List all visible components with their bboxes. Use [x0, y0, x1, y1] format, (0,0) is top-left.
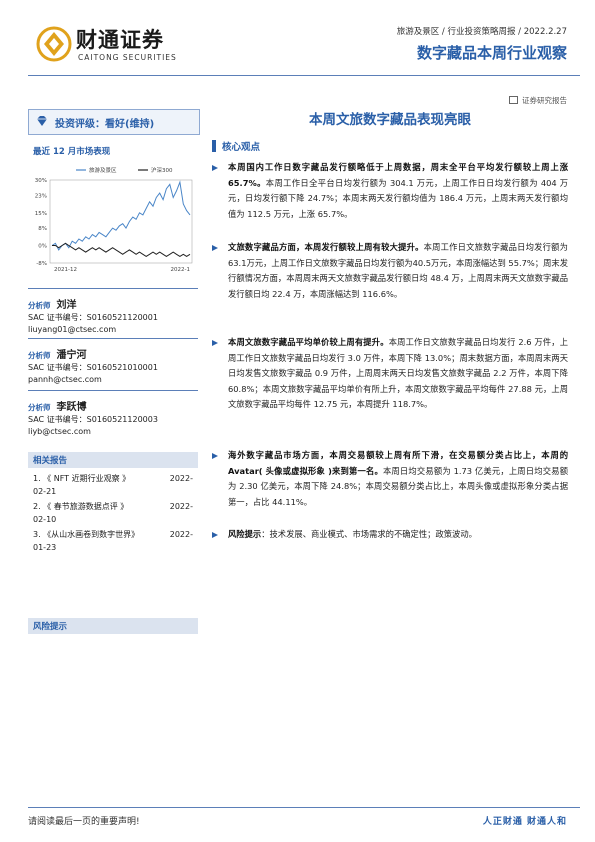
- bullet-icon: [212, 165, 218, 171]
- related-report-item[interactable]: 2. 《 春节旅游数据点评 》 2022- 02-10: [33, 502, 193, 524]
- company-logo: 财通证券 CAITONG SECURITIES: [36, 22, 186, 72]
- footer-disclaimer: 请阅读最后一页的重要声明!: [28, 817, 140, 827]
- bullet-icon: [212, 453, 218, 459]
- legend-label: 旅游及景区: [89, 166, 117, 174]
- rating-text: 投资评级：看好(维持): [55, 119, 155, 130]
- analyst-label: 分析师: [28, 403, 51, 412]
- section-marker: [212, 140, 216, 152]
- y-tick-label: 0%: [38, 244, 47, 250]
- investment-rating-box: 投资评级：看好(维持): [28, 109, 200, 135]
- chart-legend: 旅游及景区 沪深300: [76, 166, 173, 174]
- series-line-1: [52, 242, 191, 257]
- analyst-name: 潘宁河: [56, 350, 87, 361]
- viewpoint-paragraph: 海外数字藏品市场方面，本周交易额较上周有所下滑，在交易额分类占比上，本周的 Av…: [212, 448, 568, 510]
- y-tick-label: 30%: [35, 178, 47, 184]
- analyst-cert: SAC 证书编号：S0160521120001: [28, 313, 158, 322]
- viewpoint-paragraph: 本周文旅数字藏品平均单价较上周有提升。本周工作日文旅数字藏品日均发行 2.6 万…: [212, 335, 568, 413]
- chart-frame: [49, 179, 193, 264]
- header-divider: [28, 75, 580, 76]
- market-performance-chart: 旅游及景区 沪深300 30% 23% 15% 8% 0% -8% 2021-12 2022-1: [35, 166, 193, 273]
- logo-chinese-name: 财通证券: [76, 28, 164, 52]
- related-report-item[interactable]: 3. 《从山水画卷到数字世界》 2022- 01-23: [33, 530, 193, 552]
- risk-header: 风险提示: [28, 618, 198, 634]
- bullet-icon: [212, 340, 218, 346]
- analyst-email[interactable]: pannh@ctsec.com: [28, 375, 102, 384]
- risk-paragraph: 风险提示：技术发展、商业模式、市场需求的不确定性；政策波动。: [212, 527, 568, 543]
- viewpoint-paragraph: 本周国内工作日数字藏品发行额略低于上周数据，周末全平台平均发行额较上周上涨 65…: [212, 160, 568, 222]
- report-category: 旅游及景区 / 行业投资策略周报 / 2022.2.27: [396, 27, 567, 37]
- analyst-cert: SAC 证书编号：S0160521120003: [28, 415, 158, 424]
- x-tick-label: 2021-12: [54, 267, 77, 273]
- y-tick-label: 23%: [35, 193, 47, 199]
- analyst-cert: SAC 证书编号：S0160521010001: [28, 363, 158, 372]
- viewpoint-paragraph: 文旅数字藏品方面，本周发行额较上周有较大提升。本周工作日文旅数字藏品日均发行额为…: [212, 240, 568, 302]
- analyst-label: 分析师: [28, 351, 51, 360]
- diamond-icon: [37, 116, 47, 126]
- report-series-title: 数字藏品本周行业观察: [416, 44, 567, 62]
- analyst-divider: [28, 288, 198, 289]
- chart-title: 最近 12 月市场表现: [33, 147, 111, 157]
- chart-ticks: 30% 23% 15% 8% 0% -8% 2021-12 2022-1: [35, 178, 190, 273]
- related-reports-header: 相关报告: [28, 452, 198, 468]
- analyst-card: 分析师 刘洋 SAC 证书编号：S0160521120001 liuyang01@…: [28, 288, 198, 336]
- analyst-email[interactable]: liuyang01@ctsec.com: [28, 325, 117, 334]
- doc-icon: [509, 96, 518, 104]
- bullet-icon: [212, 532, 218, 538]
- analyst-email[interactable]: liyb@ctsec.com: [28, 427, 91, 436]
- analyst-divider: [28, 338, 198, 339]
- caitong-logo-icon: [36, 26, 72, 62]
- y-tick-label: -8%: [36, 261, 47, 267]
- series-line-0: [51, 180, 191, 251]
- main-title: 本周文旅数字藏品表现亮眼: [309, 112, 471, 128]
- analyst-card: 分析师 李跃博 SAC 证书编号：S0160521120003 liyb@ctse…: [28, 390, 198, 438]
- related-report-item[interactable]: 1. 《 NFT 近期行业观察 》 2022- 02-21: [33, 474, 193, 496]
- y-tick-label: 8%: [38, 226, 47, 232]
- analyst-divider: [28, 390, 198, 391]
- analyst-name: 李跃博: [56, 402, 87, 413]
- chart-grid: [49, 179, 193, 264]
- analyst-label: 分析师: [28, 301, 51, 310]
- chart-series: [51, 180, 191, 257]
- legend-label: 沪深300: [151, 166, 173, 174]
- footer-divider: [28, 807, 580, 808]
- analyst-card: 分析师 潘宁河 SAC 证书编号：S0160521010001 pannh@cts…: [28, 338, 198, 386]
- analyst-name: 刘洋: [56, 300, 77, 311]
- core-viewpoint-heading: 核心观点: [222, 142, 261, 153]
- doc-type-label: 证券研究报告: [509, 95, 567, 106]
- x-tick-label: 2022-1: [171, 267, 190, 273]
- footer-slogan: 人正财通 财通人和: [482, 817, 567, 827]
- y-tick-label: 15%: [35, 211, 47, 217]
- logo-english-name: CAITONG SECURITIES: [78, 53, 177, 62]
- bullet-icon: [212, 245, 218, 251]
